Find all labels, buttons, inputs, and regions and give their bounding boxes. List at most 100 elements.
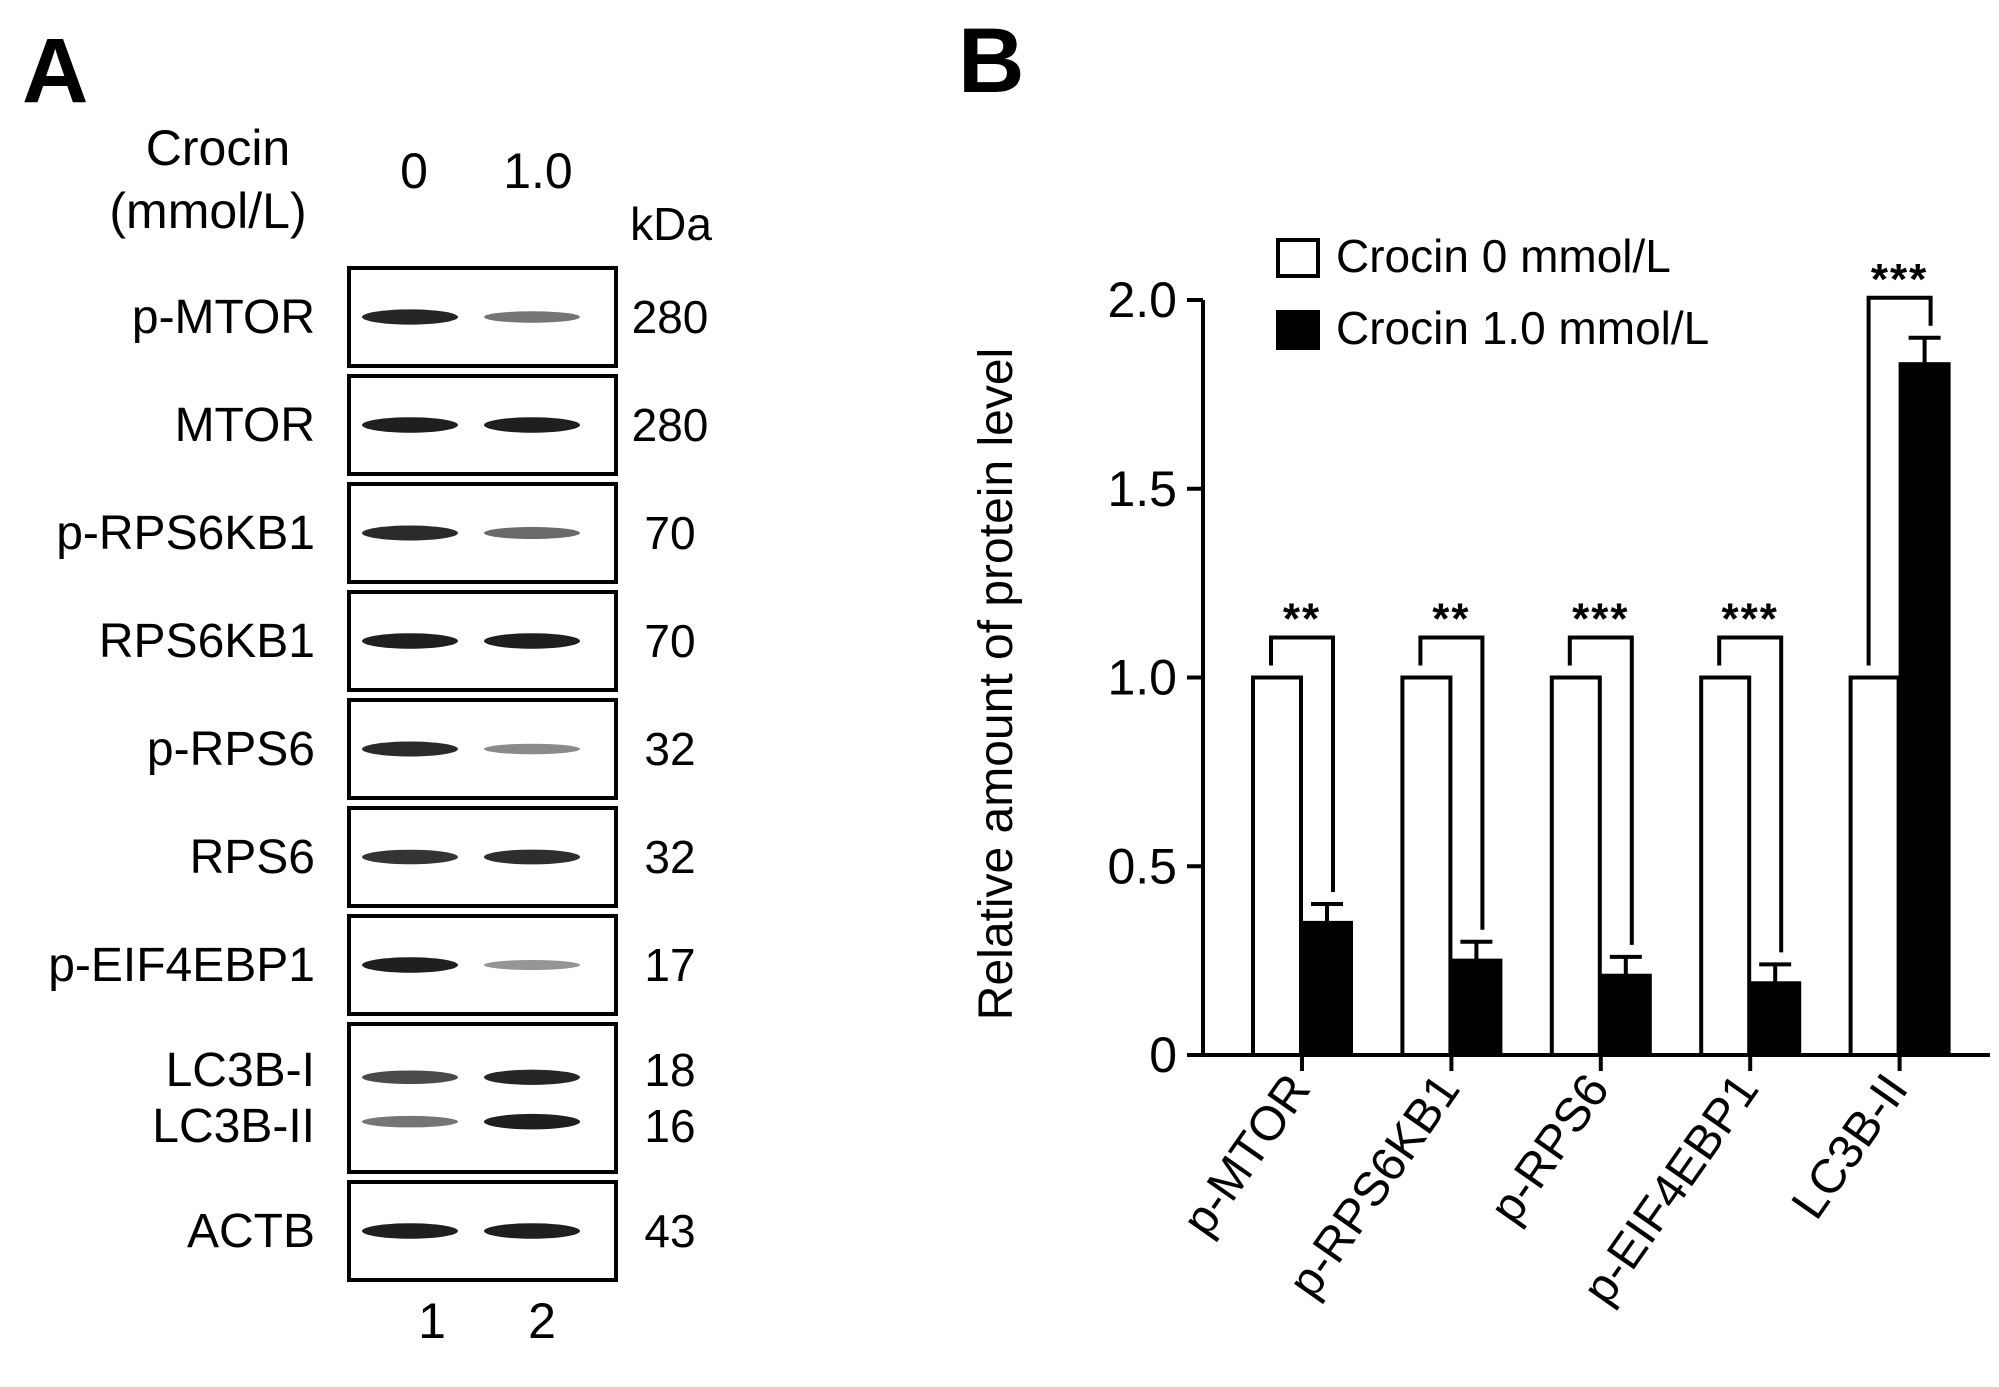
category-label: p-RPS6 [1480, 1065, 1620, 1233]
bar-control [1549, 675, 1602, 1057]
y-tick-label: 2.0 [1107, 272, 1177, 328]
y-tick-label: 0.5 [1107, 838, 1177, 894]
bar-treated [1749, 981, 1802, 1058]
band [362, 1223, 458, 1239]
band [362, 417, 458, 433]
bar-group-LC3B-II: *** LC3B-II [1782, 255, 1951, 1229]
kda-header: kDa [630, 198, 712, 250]
lane-number-1: 1 [418, 1293, 446, 1349]
blot-frame [347, 1022, 618, 1174]
band [484, 743, 580, 755]
panel-a-letter: A [22, 20, 88, 122]
legend-swatch-treated [1276, 310, 1320, 350]
blot-stack: p-MTOR 280 MTOR 280 p-RPS6KB1 70 RPS6KB1 70 p-RP… [48, 266, 709, 1282]
bar-treated [1301, 920, 1353, 1057]
bar-control [1400, 675, 1453, 1057]
kda-value: 32 [644, 831, 695, 883]
significance-bracket [1866, 295, 1933, 666]
kda-value: 43 [644, 1205, 695, 1257]
protein-label: p-MTOR [132, 291, 315, 344]
significance-bracket [1418, 635, 1485, 930]
bar-group-p-EIF4EBP1: ***p-EIF4EBP1 [1573, 595, 1802, 1314]
blot-8: ACTB 43 [187, 1180, 696, 1282]
y-tick-label: 0 [1149, 1027, 1177, 1083]
significance-bracket [1717, 635, 1784, 953]
blot-2: p-RPS6KB1 70 [56, 482, 696, 584]
blot-0: p-MTOR 280 [132, 266, 709, 368]
band [484, 527, 580, 539]
bar-group-p-MTOR: ** p-MTOR [1173, 595, 1353, 1245]
band [362, 525, 458, 541]
band [484, 1113, 580, 1130]
blot-7: LC3B-I 18 LC3B-II 16 [152, 1022, 696, 1174]
band [484, 417, 580, 433]
protein-label: MTOR [175, 399, 315, 452]
legend-label-control: Crocin 0 mmol/L [1336, 230, 1671, 282]
protein-label: p-RPS6 [147, 723, 315, 776]
dose-label-0: 0 [400, 143, 428, 199]
protein-label: LC3B-I [166, 1044, 315, 1097]
panel-b: B Relative amount of protein level 0 0.5 1… [958, 10, 1990, 1314]
y-axis-title: Relative amount of protein level [970, 348, 1023, 1020]
bar-treated [1898, 362, 1951, 1057]
protein-label: LC3B-II [152, 1100, 315, 1153]
band [484, 1223, 580, 1239]
significance-label: ** [1283, 595, 1321, 644]
band [362, 741, 458, 757]
kda-value: 280 [632, 291, 709, 343]
bar-chart: 00.51.01.52.0**p-MTOR**p-RPS6KB1***p-RPS… [1107, 255, 1990, 1314]
band [362, 1115, 458, 1128]
y-tick-label: 1.5 [1107, 461, 1177, 517]
bar-group-p-RPS6: *** p-RPS6 [1480, 595, 1652, 1233]
protein-label: p-EIF4EBP1 [48, 939, 315, 992]
legend-label-treated: Crocin 1.0 mmol/L [1336, 302, 1709, 354]
bar-control [1848, 675, 1901, 1057]
treatment-label: Crocin [146, 120, 290, 176]
band [484, 849, 580, 865]
protein-label: ACTB [187, 1205, 315, 1258]
bar-control [1251, 675, 1303, 1057]
blot-4: p-RPS6 32 [147, 698, 696, 800]
significance-bracket [1567, 635, 1634, 945]
panel-b-letter: B [958, 10, 1024, 112]
band [362, 633, 458, 649]
kda-value: 32 [644, 723, 695, 775]
bar-treated [1450, 958, 1503, 1057]
significance-label: ** [1432, 595, 1470, 644]
significance-bracket [1269, 635, 1335, 892]
kda-value: 16 [644, 1100, 695, 1152]
kda-value: 280 [632, 399, 709, 451]
protein-label: RPS6 [190, 831, 315, 884]
category-label: p-MTOR [1173, 1065, 1321, 1245]
blot-3: RPS6KB1 70 [99, 590, 696, 692]
significance-label: *** [1722, 595, 1779, 644]
blot-1: MTOR 280 [175, 374, 709, 476]
significance-label: *** [1572, 595, 1629, 644]
blot-6: p-EIF4EBP1 17 [48, 914, 696, 1016]
bar-treated [1599, 973, 1652, 1057]
kda-value: 70 [644, 507, 695, 559]
kda-value: 70 [644, 615, 695, 667]
band [362, 309, 458, 325]
bar-control [1699, 675, 1752, 1057]
band [484, 633, 580, 649]
band [484, 1069, 580, 1085]
significance-label: *** [1871, 255, 1928, 304]
band [362, 849, 458, 865]
treatment-unit: (mmol/L) [109, 183, 306, 239]
band [362, 1070, 458, 1085]
dose-label-1: 1.0 [503, 143, 573, 199]
band [484, 311, 580, 323]
category-label: LC3B-II [1782, 1065, 1919, 1229]
kda-value: 18 [644, 1044, 695, 1096]
legend-swatch-control [1276, 238, 1320, 278]
band [484, 960, 580, 970]
panel-a: A Crocin (mmol/L) 0 1.0 kDa p-MTOR 280MTO… [22, 20, 712, 1349]
protein-label: RPS6KB1 [99, 615, 315, 668]
band [362, 957, 458, 973]
y-tick-label: 1.0 [1107, 650, 1177, 706]
blot-5: RPS6 32 [190, 806, 696, 908]
kda-value: 17 [644, 939, 695, 991]
legend: Crocin 0 mmol/L Crocin 1.0 mmol/L [1276, 230, 1709, 354]
